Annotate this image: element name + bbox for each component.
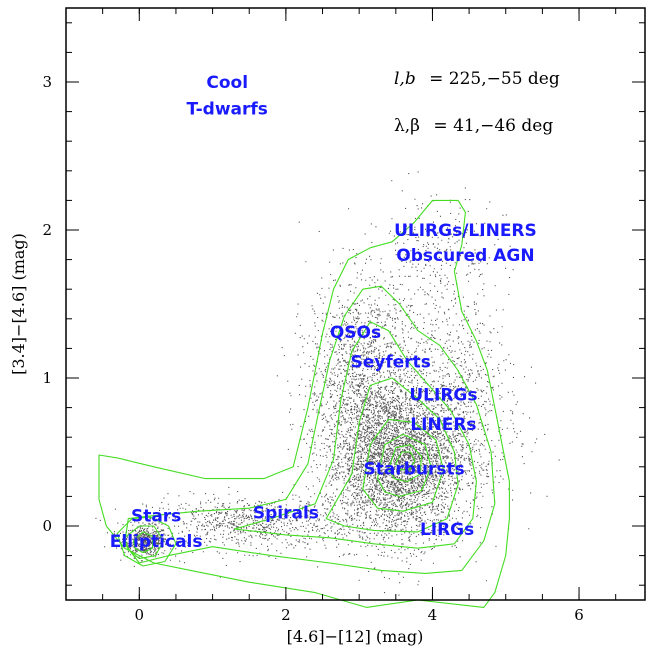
- contour-level-6: [376, 433, 432, 497]
- region-label-cool: Cool: [206, 73, 248, 93]
- galactic-coords-value: = 225,−55 deg: [429, 69, 560, 89]
- tick-labels: 0 2 4 6 0 1 2 3: [42, 73, 583, 624]
- region-label-qsos: QSOs: [330, 323, 381, 343]
- contour-level-1: [98, 199, 510, 608]
- y-tick-label: 2: [42, 221, 52, 239]
- galactic-coords: l,b = 225,−55 deg: [394, 69, 560, 89]
- y-tick-label: 0: [42, 517, 52, 535]
- region-label-stars: Stars: [131, 507, 181, 527]
- ecliptic-coords-lead: λ,β: [394, 116, 420, 136]
- region-label-t-dwarfs: T-dwarfs: [187, 100, 268, 120]
- contour-level-9: [116, 516, 177, 567]
- y-tick-label: 1: [42, 369, 52, 387]
- region-label-ulirgs-liners: ULIRGs/LINERS: [394, 221, 537, 241]
- ecliptic-coords: λ,β = 41,−46 deg: [394, 116, 553, 136]
- x-tick-label: 2: [281, 606, 291, 624]
- region-label-ellipticals: Ellipticals: [110, 532, 203, 552]
- region-label-seyferts: Seyferts: [350, 353, 430, 373]
- x-tick-label: 4: [428, 606, 438, 624]
- x-axis-title: [4.6]−[12] (mag): [287, 627, 424, 646]
- ecliptic-coords-value: = 41,−46 deg: [433, 116, 553, 136]
- contour-level-4: [325, 377, 459, 533]
- region-label-liners: LINERs: [410, 415, 476, 435]
- density-contours: [98, 199, 510, 608]
- x-tick-label: 6: [574, 606, 584, 624]
- scatter-cluster-ulirgs: [348, 187, 538, 520]
- region-labels: Cool T-dwarfs ULIRGs/LINERS Obscured AGN QSO…: [110, 73, 537, 552]
- region-label-starbursts: Starbursts: [364, 459, 465, 479]
- region-label-lirgs: LIRGs: [420, 520, 474, 540]
- contour-level-8: [395, 451, 416, 471]
- contour-level-11: [132, 531, 154, 554]
- y-tick-label: 3: [42, 73, 52, 91]
- y-axis-title: [3.4]−[4.6] (mag): [9, 233, 28, 375]
- contour-level-7: [387, 444, 423, 483]
- region-label-spirals: Spirals: [253, 504, 319, 524]
- plot-frame: [65, 7, 646, 601]
- contour-level-10: [124, 525, 165, 560]
- galactic-coords-lead: l,b: [394, 69, 416, 89]
- contour-level-5: [362, 418, 444, 512]
- region-label-obscured-agn: Obscured AGN: [396, 246, 534, 266]
- contour-level-2: [124, 285, 496, 574]
- x-tick-label: 0: [135, 606, 145, 624]
- contour-level-3: [234, 321, 477, 549]
- region-label-ulirgs: ULIRGs: [409, 385, 477, 405]
